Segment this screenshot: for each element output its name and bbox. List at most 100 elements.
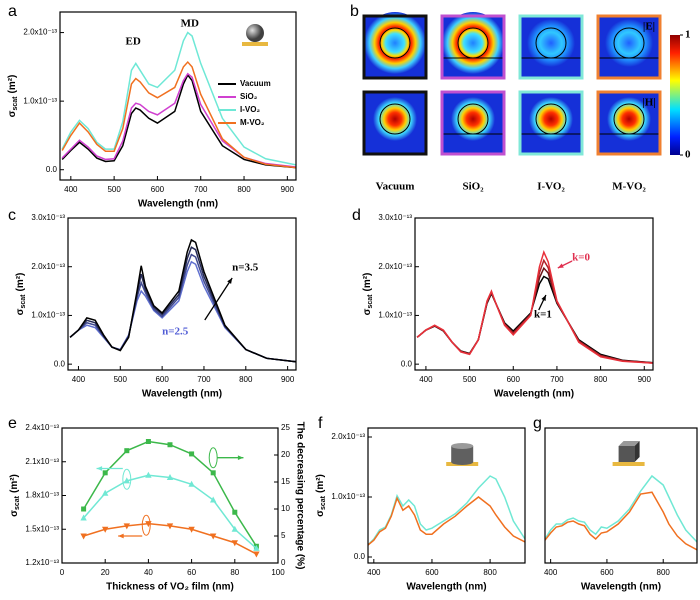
panel-label: c: [8, 207, 16, 224]
field-glow: [442, 12, 504, 74]
column-label: SiO₂: [462, 181, 484, 193]
inset-sphere: [246, 24, 264, 42]
y-label-unit: (m²): [15, 273, 26, 292]
y-label-unit: (m²): [315, 474, 326, 493]
marker: [102, 470, 108, 476]
y-tick-label: 1.0x10⁻¹³: [331, 492, 365, 501]
y2-tick-label: 25: [281, 423, 290, 432]
x-tick-label: 400: [544, 568, 558, 577]
legend-label: SiO₂: [240, 92, 258, 101]
marker: [123, 523, 130, 530]
x-tick-label: 400: [64, 185, 78, 194]
marker: [189, 451, 195, 457]
column-label: Vacuum: [376, 181, 415, 193]
marker: [232, 509, 238, 515]
series-line: [69, 253, 296, 363]
x-tick-label: 600: [425, 568, 439, 577]
field-glow: [364, 12, 426, 74]
y-axis-label: σscat (m²): [315, 474, 327, 517]
x-axis-label: Thickness of VO₂ film (nm): [106, 582, 234, 593]
column-label: I-VO₂: [537, 181, 565, 193]
x-tick-label: 60: [187, 568, 196, 577]
y2-tick-label: 20: [281, 450, 290, 459]
y2-tick-label: 0: [281, 558, 286, 567]
x-tick-label: 900: [638, 375, 652, 384]
panel-label: g: [533, 415, 542, 432]
arrow: [204, 277, 233, 321]
row-label: |E|: [643, 21, 655, 33]
x-tick-label: 900: [281, 185, 295, 194]
marker: [80, 533, 87, 540]
plot-frame: [414, 217, 654, 371]
inset-substrate: [612, 462, 645, 466]
inset-cube-top: [618, 441, 640, 446]
y-tick-label: 1.8x10⁻¹³: [25, 491, 59, 500]
field-map-frame: [362, 90, 428, 156]
y-tick-label: 3.0x10⁻¹³: [31, 213, 65, 222]
column-label: M-VO₂: [612, 181, 646, 193]
annotation: ED: [126, 36, 141, 48]
y-tick-label: 0.0: [354, 552, 366, 561]
y-tick-label: 1.0x10⁻¹³: [23, 96, 57, 105]
x-tick-label: 600: [151, 185, 165, 194]
particle-outline: [379, 27, 411, 59]
marker: [123, 477, 130, 484]
arrow-head: [541, 295, 546, 301]
marker: [145, 439, 151, 444]
panel-label: a: [8, 3, 17, 20]
y-tick-label: 0.0: [401, 359, 413, 368]
series-line: [368, 496, 525, 546]
series-line: [545, 491, 697, 551]
inset-cylinder-bottom: [451, 459, 474, 465]
marker: [81, 506, 87, 512]
series-marker-ring: [141, 514, 151, 536]
series-line: [69, 260, 296, 363]
x-tick-label: 800: [594, 375, 608, 384]
y-label-symbol: σ: [362, 308, 373, 315]
annotation: k=1: [534, 309, 552, 321]
x-tick-label: 600: [600, 568, 614, 577]
y2-axis-label: The decreasing percentage (%): [294, 422, 305, 570]
field-map-frame: [518, 90, 584, 156]
plot-frame: [59, 11, 297, 181]
marker: [166, 523, 174, 530]
colorbar-tick-label: 1: [685, 29, 691, 41]
series-line: [69, 238, 296, 363]
field-map-frame: [596, 90, 662, 156]
series-line: [83, 474, 257, 549]
field-glow: [527, 19, 575, 67]
y-tick-label: 3.0x10⁻¹³: [378, 213, 412, 222]
marker: [188, 526, 195, 533]
series-line: [416, 249, 653, 364]
field-map-frame: [596, 14, 662, 80]
y-tick-label: 0.0: [54, 359, 66, 368]
y-tick-label: 1.2x10⁻¹³: [25, 558, 59, 567]
series-line: [368, 475, 525, 546]
marker: [188, 480, 195, 487]
y-tick-label: 2.1x10⁻¹³: [25, 457, 59, 466]
y-label-symbol: σ: [315, 510, 326, 517]
marker: [102, 489, 109, 496]
field-map-frame: [440, 90, 506, 156]
y-label-subscript: scat: [20, 294, 27, 309]
arrow-head: [237, 455, 244, 461]
x-tick-label: 400: [72, 375, 86, 384]
y-tick-label: 2.0x10⁻¹³: [31, 262, 65, 271]
panel-label: e: [8, 415, 17, 432]
field-map-frame: [440, 14, 506, 80]
x-tick-label: 700: [197, 375, 211, 384]
x-tick-label: 800: [237, 185, 251, 194]
y-tick-label: 0.0: [46, 165, 58, 174]
annotation: n=2.5: [162, 326, 189, 338]
legend-label: Vacuum: [240, 79, 271, 88]
legend-label: M-VO₂: [240, 118, 265, 127]
inset-cube-side: [634, 441, 640, 462]
x-axis-label: Wavelength (nm): [581, 582, 661, 593]
field-glow: [529, 97, 573, 141]
arrow-head: [227, 278, 233, 284]
series-marker-ring: [122, 468, 132, 490]
y-label-unit: (m²): [7, 75, 18, 94]
marker: [253, 544, 260, 551]
field-glow: [607, 97, 651, 141]
plot-frame: [367, 427, 526, 564]
